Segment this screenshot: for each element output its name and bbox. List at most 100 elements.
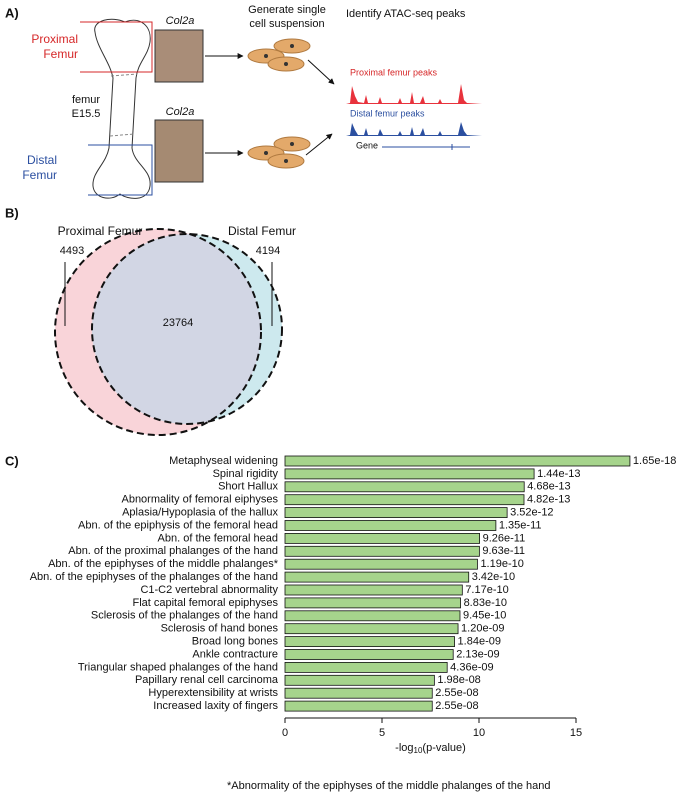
x-axis-label-part: (p-value) bbox=[422, 742, 465, 754]
x-axis-label: -log10(p-value) bbox=[395, 742, 466, 755]
bar bbox=[284, 571, 470, 583]
step-label: Generate single bbox=[248, 4, 326, 16]
histology-image bbox=[154, 29, 204, 83]
panel-label: C) bbox=[5, 453, 19, 468]
value-label: 3.42e-10 bbox=[472, 571, 515, 583]
step-label: Identify ATAC-seq peaks bbox=[346, 8, 466, 20]
category-label: Aplasia/Hypoplasia of the hallux bbox=[122, 507, 278, 519]
bar bbox=[284, 662, 448, 673]
divider bbox=[110, 73, 138, 77]
bar bbox=[284, 610, 461, 622]
category-label: Spinal rigidity bbox=[213, 468, 279, 480]
value-label: 8.83e-10 bbox=[464, 597, 507, 609]
value-label: 1.98e-08 bbox=[437, 674, 480, 686]
femur-drawing bbox=[92, 18, 151, 199]
bar-chart: Metaphyseal widening 1.65e-18 Spinal rigid… bbox=[30, 455, 677, 755]
category-label: Metaphyseal widening bbox=[169, 455, 278, 467]
histology-image bbox=[154, 119, 204, 183]
value-label: 7.17e-10 bbox=[465, 584, 508, 596]
panel-label: B) bbox=[5, 205, 19, 220]
value-label: 4.82e-13 bbox=[527, 494, 570, 506]
category-label: Triangular shaped phalanges of the hand bbox=[78, 661, 278, 673]
category-label: Abn. of the femoral head bbox=[158, 532, 278, 544]
venn-overlap bbox=[92, 234, 261, 424]
footnote: *Abnormality of the epiphyses of the mid… bbox=[227, 780, 551, 792]
category-label: Abn. of the epiphyses of the middle phal… bbox=[48, 558, 279, 570]
category-label: Ankle contracture bbox=[192, 648, 278, 660]
value-label: 4.36e-09 bbox=[450, 661, 493, 673]
category-label: Short Hallux bbox=[218, 481, 278, 493]
bar bbox=[284, 558, 478, 570]
x-tick-label: 0 bbox=[282, 727, 288, 739]
proximal-label: Proximal bbox=[31, 32, 78, 46]
value-label: 2.13e-09 bbox=[456, 648, 499, 660]
step-label: cell suspension bbox=[249, 18, 324, 30]
value-label: 1.19e-10 bbox=[480, 558, 523, 570]
nuclei bbox=[264, 44, 294, 163]
panel-label: A) bbox=[5, 5, 19, 20]
overlap-count: 23764 bbox=[163, 317, 194, 329]
category-label: Flat capital femoral epiphyses bbox=[132, 597, 278, 609]
set-label: Distal Femur bbox=[228, 224, 296, 238]
value-label: 9.63e-11 bbox=[482, 545, 525, 557]
peak-track bbox=[346, 122, 482, 136]
bar bbox=[284, 700, 433, 712]
bar bbox=[284, 687, 433, 699]
bar bbox=[284, 649, 454, 660]
set-count: 4493 bbox=[60, 245, 84, 257]
value-label: 9.26e-11 bbox=[483, 532, 526, 544]
set-count: 4194 bbox=[256, 245, 280, 257]
value-label: 2.55e-08 bbox=[435, 687, 478, 699]
bar bbox=[284, 636, 455, 647]
bar bbox=[284, 468, 535, 480]
value-label: 2.55e-08 bbox=[435, 700, 478, 712]
category-label: Papillary renal cell carcinoma bbox=[135, 674, 279, 686]
arrow bbox=[307, 59, 335, 85]
value-label: 1.84e-09 bbox=[458, 636, 501, 648]
bar bbox=[284, 623, 459, 635]
x-tick-label: 5 bbox=[379, 727, 385, 739]
peak-track bbox=[346, 84, 482, 104]
bar bbox=[284, 545, 480, 557]
category-label: Sclerosis of the phalanges of the hand bbox=[91, 610, 278, 622]
image-label: Col2a bbox=[166, 106, 195, 118]
value-label: 3.52e-12 bbox=[510, 507, 553, 519]
x-axis-label-part: 10 bbox=[414, 746, 423, 755]
image-label: Col2a bbox=[166, 15, 195, 27]
femur-label: E15.5 bbox=[72, 108, 101, 120]
gene-label: Gene bbox=[356, 140, 378, 150]
category-label: Hyperextensibility at wrists bbox=[148, 687, 278, 699]
proximal-box bbox=[80, 21, 153, 73]
femur-label: femur bbox=[72, 94, 100, 106]
venn-outline bbox=[91, 233, 283, 425]
category-label: Sclerosis of hand bones bbox=[161, 623, 279, 635]
x-tick-label: 10 bbox=[473, 727, 485, 739]
x-tick-label: 15 bbox=[570, 727, 582, 739]
category-label: Increased laxity of fingers bbox=[153, 700, 278, 712]
distal-label: Femur bbox=[22, 168, 57, 182]
cells bbox=[247, 38, 311, 169]
distal-box bbox=[88, 144, 153, 196]
bar bbox=[284, 584, 463, 596]
bar bbox=[284, 520, 497, 531]
value-label: 1.20e-09 bbox=[461, 623, 504, 635]
value-label: 4.68e-13 bbox=[527, 481, 570, 493]
track-label: Distal femur peaks bbox=[350, 108, 425, 118]
set-label: Proximal Femur bbox=[58, 224, 143, 238]
value-label: 1.44e-13 bbox=[537, 468, 580, 480]
value-label: 9.45e-10 bbox=[463, 610, 506, 622]
category-label: C1-C2 vertebral abnormality bbox=[140, 584, 278, 596]
bar bbox=[284, 674, 435, 686]
value-label: 1.35e-11 bbox=[499, 519, 542, 531]
arrow bbox=[305, 133, 333, 156]
value-label: 1.65e-18 bbox=[633, 455, 676, 467]
venn-outline bbox=[54, 228, 262, 436]
x-axis-label-part: -log bbox=[395, 742, 413, 754]
proximal-label: Femur bbox=[43, 47, 78, 61]
category-label: Abn. of the proximal phalanges of the ha… bbox=[68, 545, 278, 557]
track-label: Proximal femur peaks bbox=[350, 67, 438, 77]
divider bbox=[109, 133, 135, 137]
distal-label: Distal bbox=[27, 153, 57, 167]
bar bbox=[284, 507, 508, 519]
